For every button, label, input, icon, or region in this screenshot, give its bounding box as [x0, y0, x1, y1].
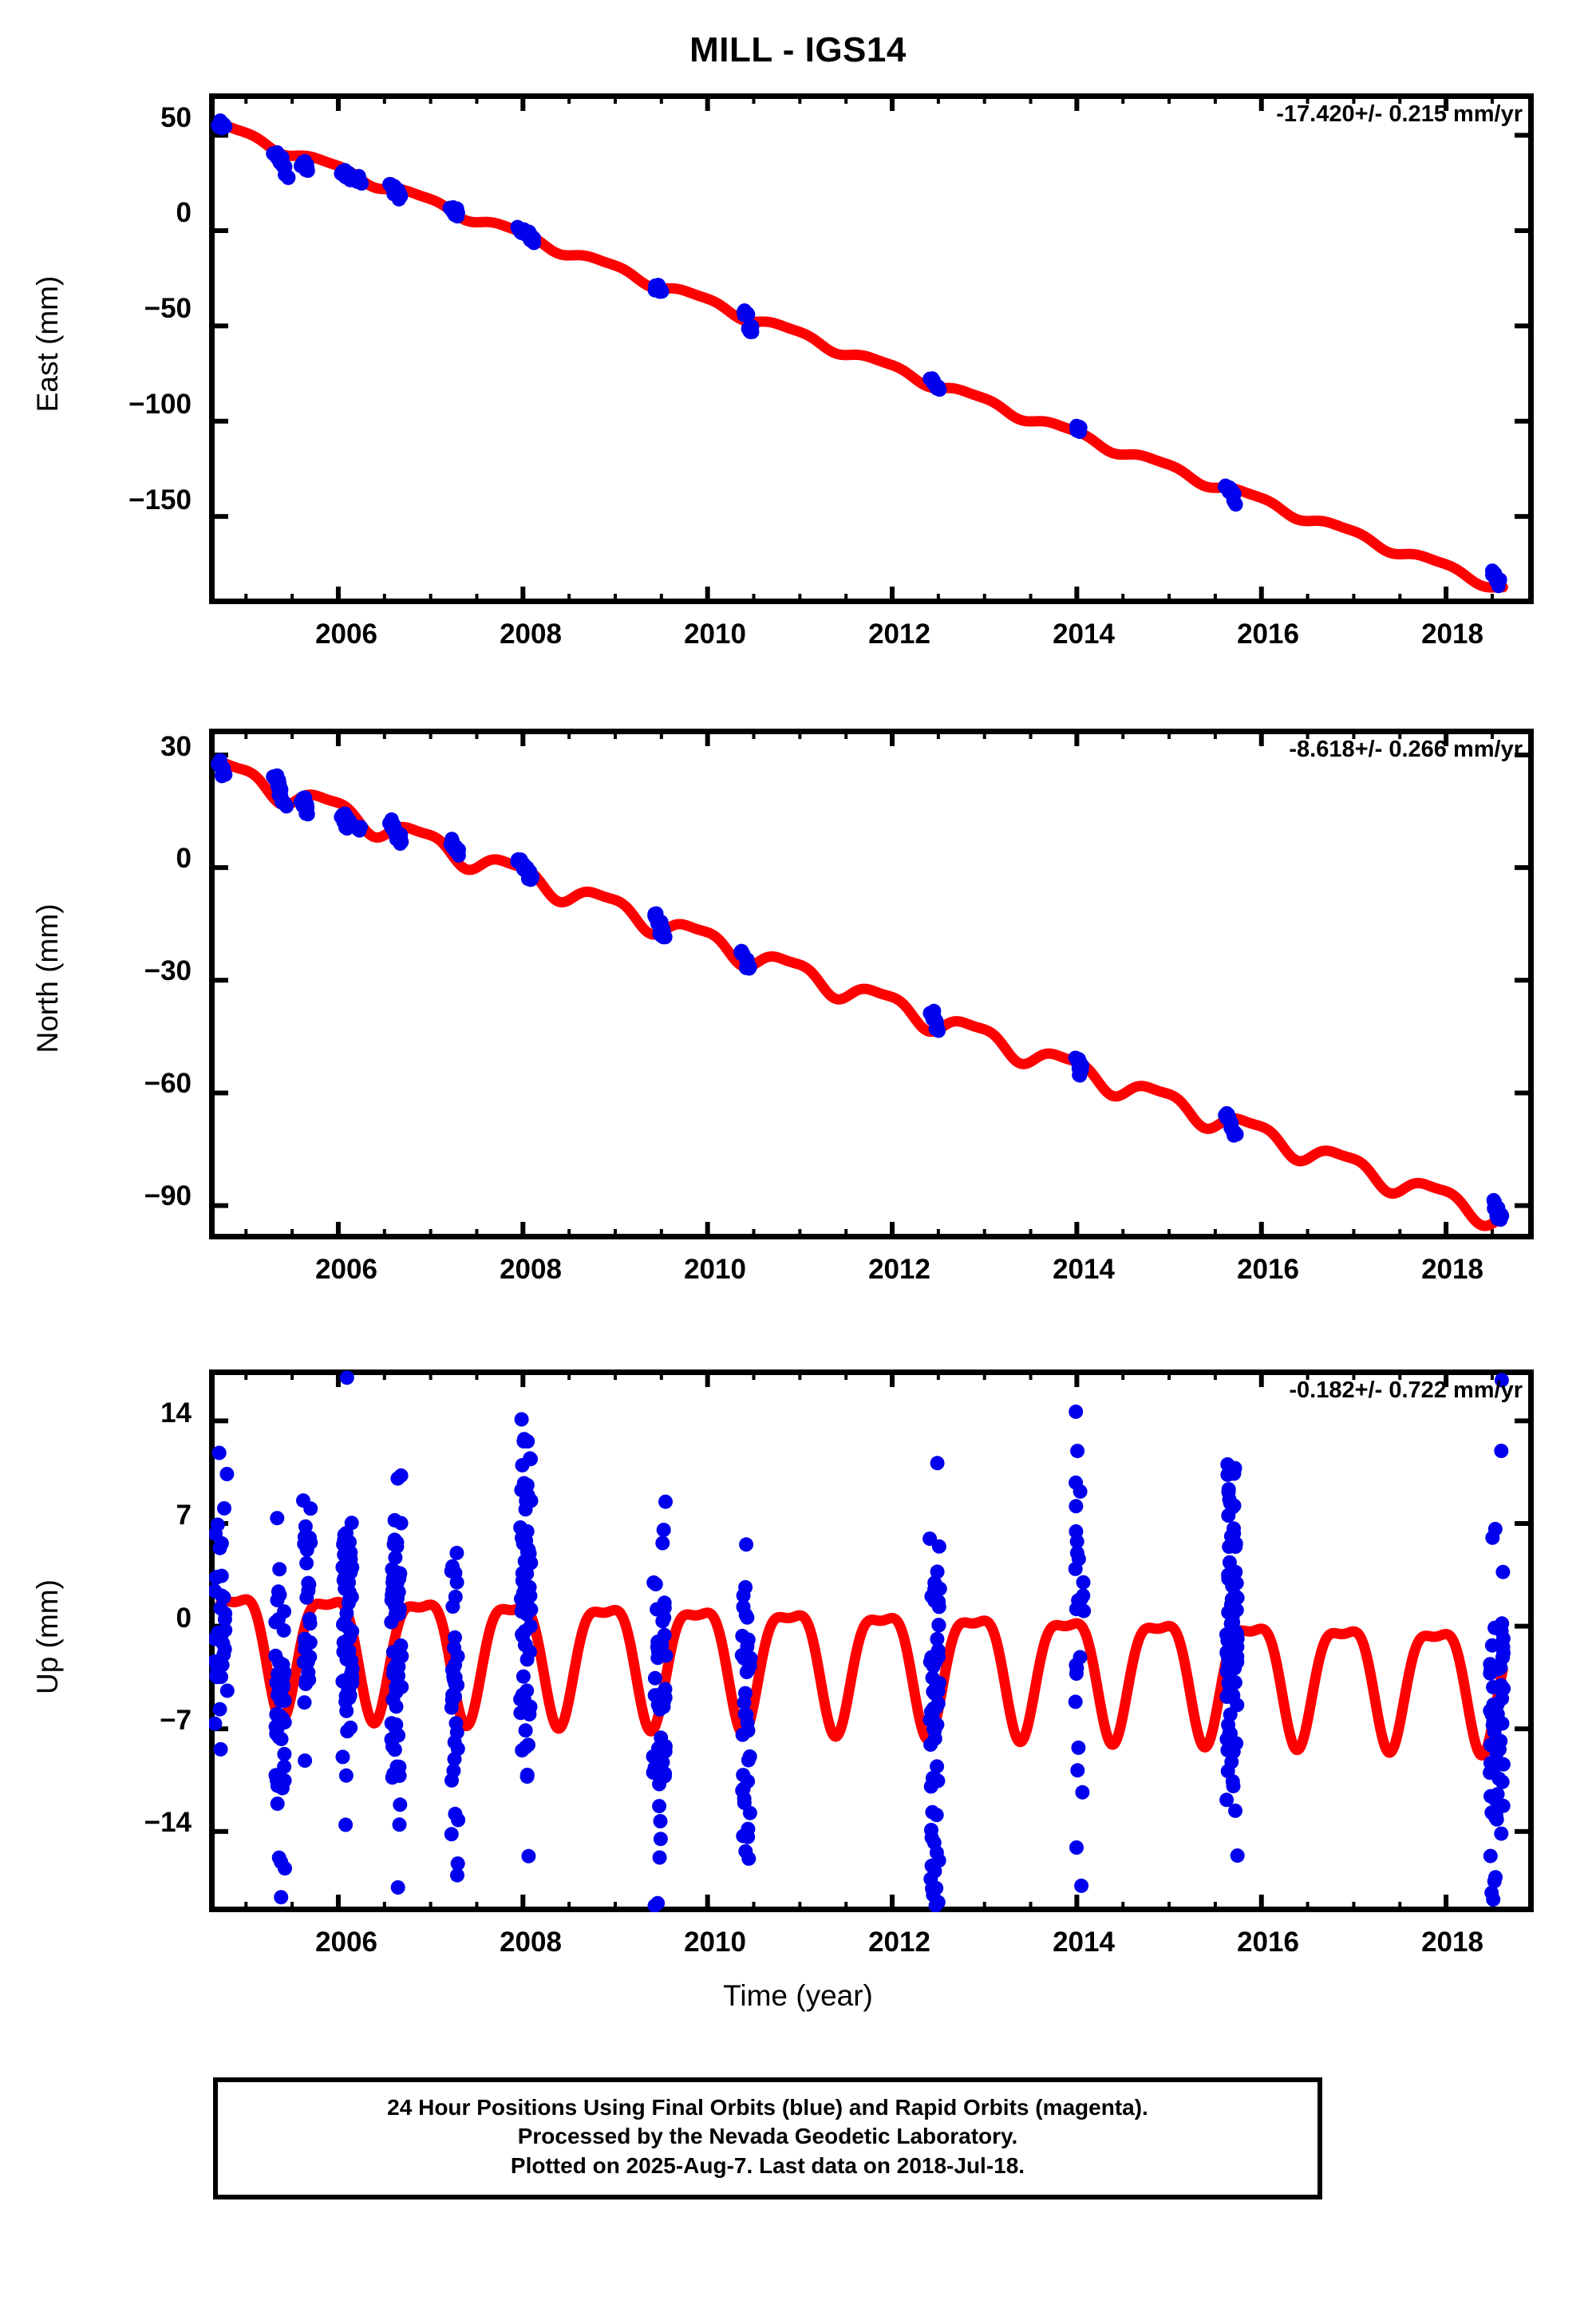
plot-area-east [209, 93, 1534, 604]
y-tick-label: 0 [176, 1603, 192, 1634]
x-tick-label: 2012 [868, 1254, 930, 1285]
panel-north: -8.618+/- 0.266 mm/yr [209, 729, 1534, 1239]
x-tick-label: 2012 [868, 619, 930, 650]
rate-annotation-north: -8.618+/- 0.266 mm/yr [1289, 737, 1523, 762]
plot-area-up [209, 1369, 1534, 1912]
x-tick-label: 2010 [684, 1254, 746, 1285]
x-tick-label: 2016 [1237, 1254, 1299, 1285]
plot-frame-up [209, 1369, 1534, 1912]
y-axis-east: 50 0 −50 −100 −150 [8, 93, 192, 604]
rate-annotation-east: -17.420+/- 0.215 mm/yr [1276, 101, 1523, 127]
y-tick-label: 14 [160, 1397, 192, 1429]
x-tick-label: 2006 [315, 1927, 377, 1958]
y-tick-label: 30 [160, 731, 192, 762]
x-tick-label: 2018 [1421, 1927, 1483, 1958]
y-tick-label: −50 [144, 293, 192, 324]
x-tick-label: 2016 [1237, 1927, 1299, 1958]
y-axis-north: 30 0 −30 −60 −90 [8, 729, 192, 1239]
y-axis-label-up: Up (mm) [31, 1579, 64, 1694]
x-tick-label: 2018 [1421, 1254, 1483, 1285]
y-tick-label: −90 [144, 1180, 192, 1211]
y-tick-label: −60 [144, 1068, 192, 1099]
x-axis-label: Time (year) [723, 1979, 873, 2012]
x-tick-label: 2006 [315, 1254, 377, 1285]
x-tick-label: 2008 [500, 1254, 562, 1285]
plot-area-north [209, 729, 1534, 1239]
x-tick-label: 2010 [684, 1927, 746, 1958]
y-axis-label-east: East (mm) [31, 275, 64, 413]
caption-line-1: 24 Hour Positions Using Final Orbits (bl… [387, 2095, 1148, 2120]
y-tick-label: 0 [176, 197, 192, 228]
y-tick-label: 50 [160, 102, 192, 133]
panel-up: -0.182+/- 0.722 mm/yr [209, 1369, 1534, 1912]
x-tick-label: 2010 [684, 619, 746, 650]
y-tick-label: −150 [128, 484, 192, 516]
rate-annotation-up: -0.182+/- 0.722 mm/yr [1289, 1377, 1523, 1403]
caption-line-3: Plotted on 2025-Aug-7. Last data on 2018… [510, 2152, 1025, 2178]
x-tick-label: 2008 [500, 1927, 562, 1958]
x-tick-label: 2016 [1237, 619, 1299, 650]
x-tick-label: 2014 [1053, 619, 1115, 650]
caption-box: 24 Hour Positions Using Final Orbits (bl… [213, 2077, 1322, 2200]
y-tick-label: 7 [176, 1500, 192, 1531]
page-title: MILL - IGS14 [689, 30, 907, 69]
caption-line-2: Processed by the Nevada Geodetic Laborat… [517, 2124, 1018, 2149]
x-tick-label: 2008 [500, 619, 562, 650]
x-tick-label: 2012 [868, 1927, 930, 1958]
x-tick-label: 2018 [1421, 619, 1483, 650]
y-axis-up: 14 7 0 −7 −14 [8, 1369, 192, 1912]
x-tick-label: 2006 [315, 619, 377, 650]
y-tick-label: −14 [144, 1807, 192, 1838]
y-tick-label: −30 [144, 955, 192, 986]
panel-east: -17.420+/- 0.215 mm/yr [209, 93, 1534, 604]
y-tick-label: −7 [160, 1705, 192, 1736]
y-tick-label: 0 [176, 843, 192, 874]
y-tick-label: −100 [128, 389, 192, 420]
x-tick-label: 2014 [1053, 1254, 1115, 1285]
y-axis-label-north: North (mm) [31, 903, 64, 1053]
x-tick-label: 2014 [1053, 1927, 1115, 1958]
